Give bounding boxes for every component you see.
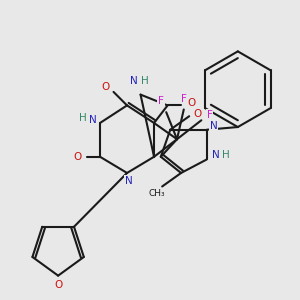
Text: F: F [181, 94, 187, 104]
Text: O: O [193, 109, 201, 118]
Text: N: N [89, 115, 97, 125]
Text: CH₃: CH₃ [148, 189, 165, 198]
Text: F: F [158, 96, 164, 106]
Text: H: H [222, 150, 230, 161]
Text: N: N [210, 121, 218, 131]
Text: N: N [124, 176, 132, 186]
Text: N: N [130, 76, 138, 86]
Text: H: H [79, 112, 86, 123]
Text: H: H [141, 76, 148, 86]
Text: O: O [73, 152, 81, 162]
Text: F: F [206, 110, 212, 120]
Text: N: N [212, 150, 220, 161]
Text: O: O [54, 280, 62, 290]
Text: O: O [188, 98, 196, 108]
Text: O: O [101, 82, 110, 92]
